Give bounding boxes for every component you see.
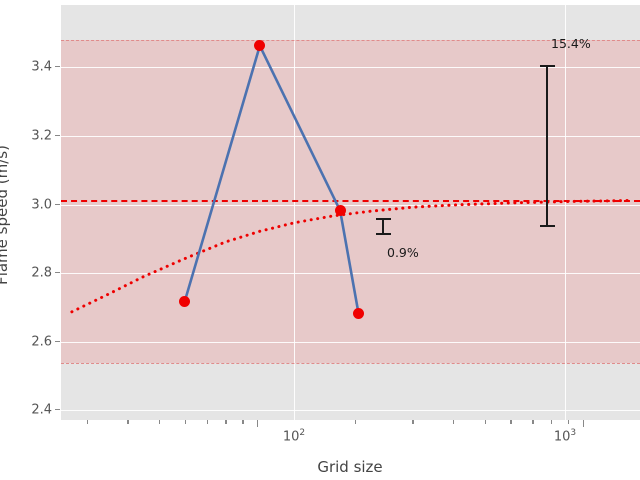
data-point-marker [335,205,346,216]
x-tick-label-1e2: 102 [283,428,305,444]
y-tick-mark-2.8 [55,272,60,273]
error-bar-small-top-cap [376,218,391,220]
x-tick-exponent-1e2: 2 [299,428,305,438]
x-minor-tick-mark [225,420,226,424]
y-tick-mark-3.0 [55,204,60,205]
plot-area: 15.4% 0.9% [61,5,640,420]
x-minor-tick-mark [485,420,486,424]
y-tick-mark-2.6 [55,341,60,342]
y-tick-mark-2.4 [55,409,60,410]
data-point-marker [179,296,190,307]
x-axis-title: Grid size [317,458,382,476]
x-minor-tick-mark [412,420,413,424]
y-tick-label-3.2: 3.2 [8,129,52,144]
error-bar-large-stem [546,66,548,226]
x-major-tick-mark [257,420,258,427]
chart-figure: 15.4% 0.9% Flame speed (m/s) 3.4 3.2 3.0… [0,0,640,480]
x-minor-tick-mark [159,420,160,424]
x-minor-tick-mark [510,420,511,424]
x-minor-tick-mark [532,420,533,424]
x-minor-tick-mark [355,420,356,424]
annotation-large-error-label: 15.4% [551,36,591,51]
x-tick-label-1e3: 103 [554,428,576,444]
error-bar-small-stem [382,219,384,234]
error-bar-large-top-cap [540,65,555,67]
x-minor-tick-mark [207,420,208,424]
grid-convergence-line [61,5,640,420]
y-tick-label-2.4: 2.4 [8,403,52,418]
y-tick-label-2.6: 2.6 [8,335,52,350]
x-tick-mantissa-1e3: 10 [554,429,571,444]
x-tick-mantissa-1e2: 10 [283,429,300,444]
y-tick-label-2.8: 2.8 [8,266,52,281]
error-bar-small-bottom-cap [376,233,391,235]
x-minor-tick-mark [185,420,186,424]
x-minor-tick-mark [453,420,454,424]
x-minor-tick-mark [242,420,243,424]
x-minor-tick-mark [568,420,569,424]
x-major-tick-mark [583,420,584,427]
y-axis-title: Flame speed (m/s) [0,145,11,285]
x-minor-tick-mark [551,420,552,424]
y-tick-mark-3.2 [55,135,60,136]
x-minor-tick-mark [87,420,88,424]
annotation-small-error-label: 0.9% [387,245,419,260]
x-tick-exponent-1e3: 3 [570,428,576,438]
y-tick-label-3.0: 3.0 [8,198,52,213]
y-tick-label-3.4: 3.4 [8,60,52,75]
error-bar-large-bottom-cap [540,225,555,227]
y-tick-mark-3.4 [55,66,60,67]
x-minor-tick-mark [127,420,128,424]
